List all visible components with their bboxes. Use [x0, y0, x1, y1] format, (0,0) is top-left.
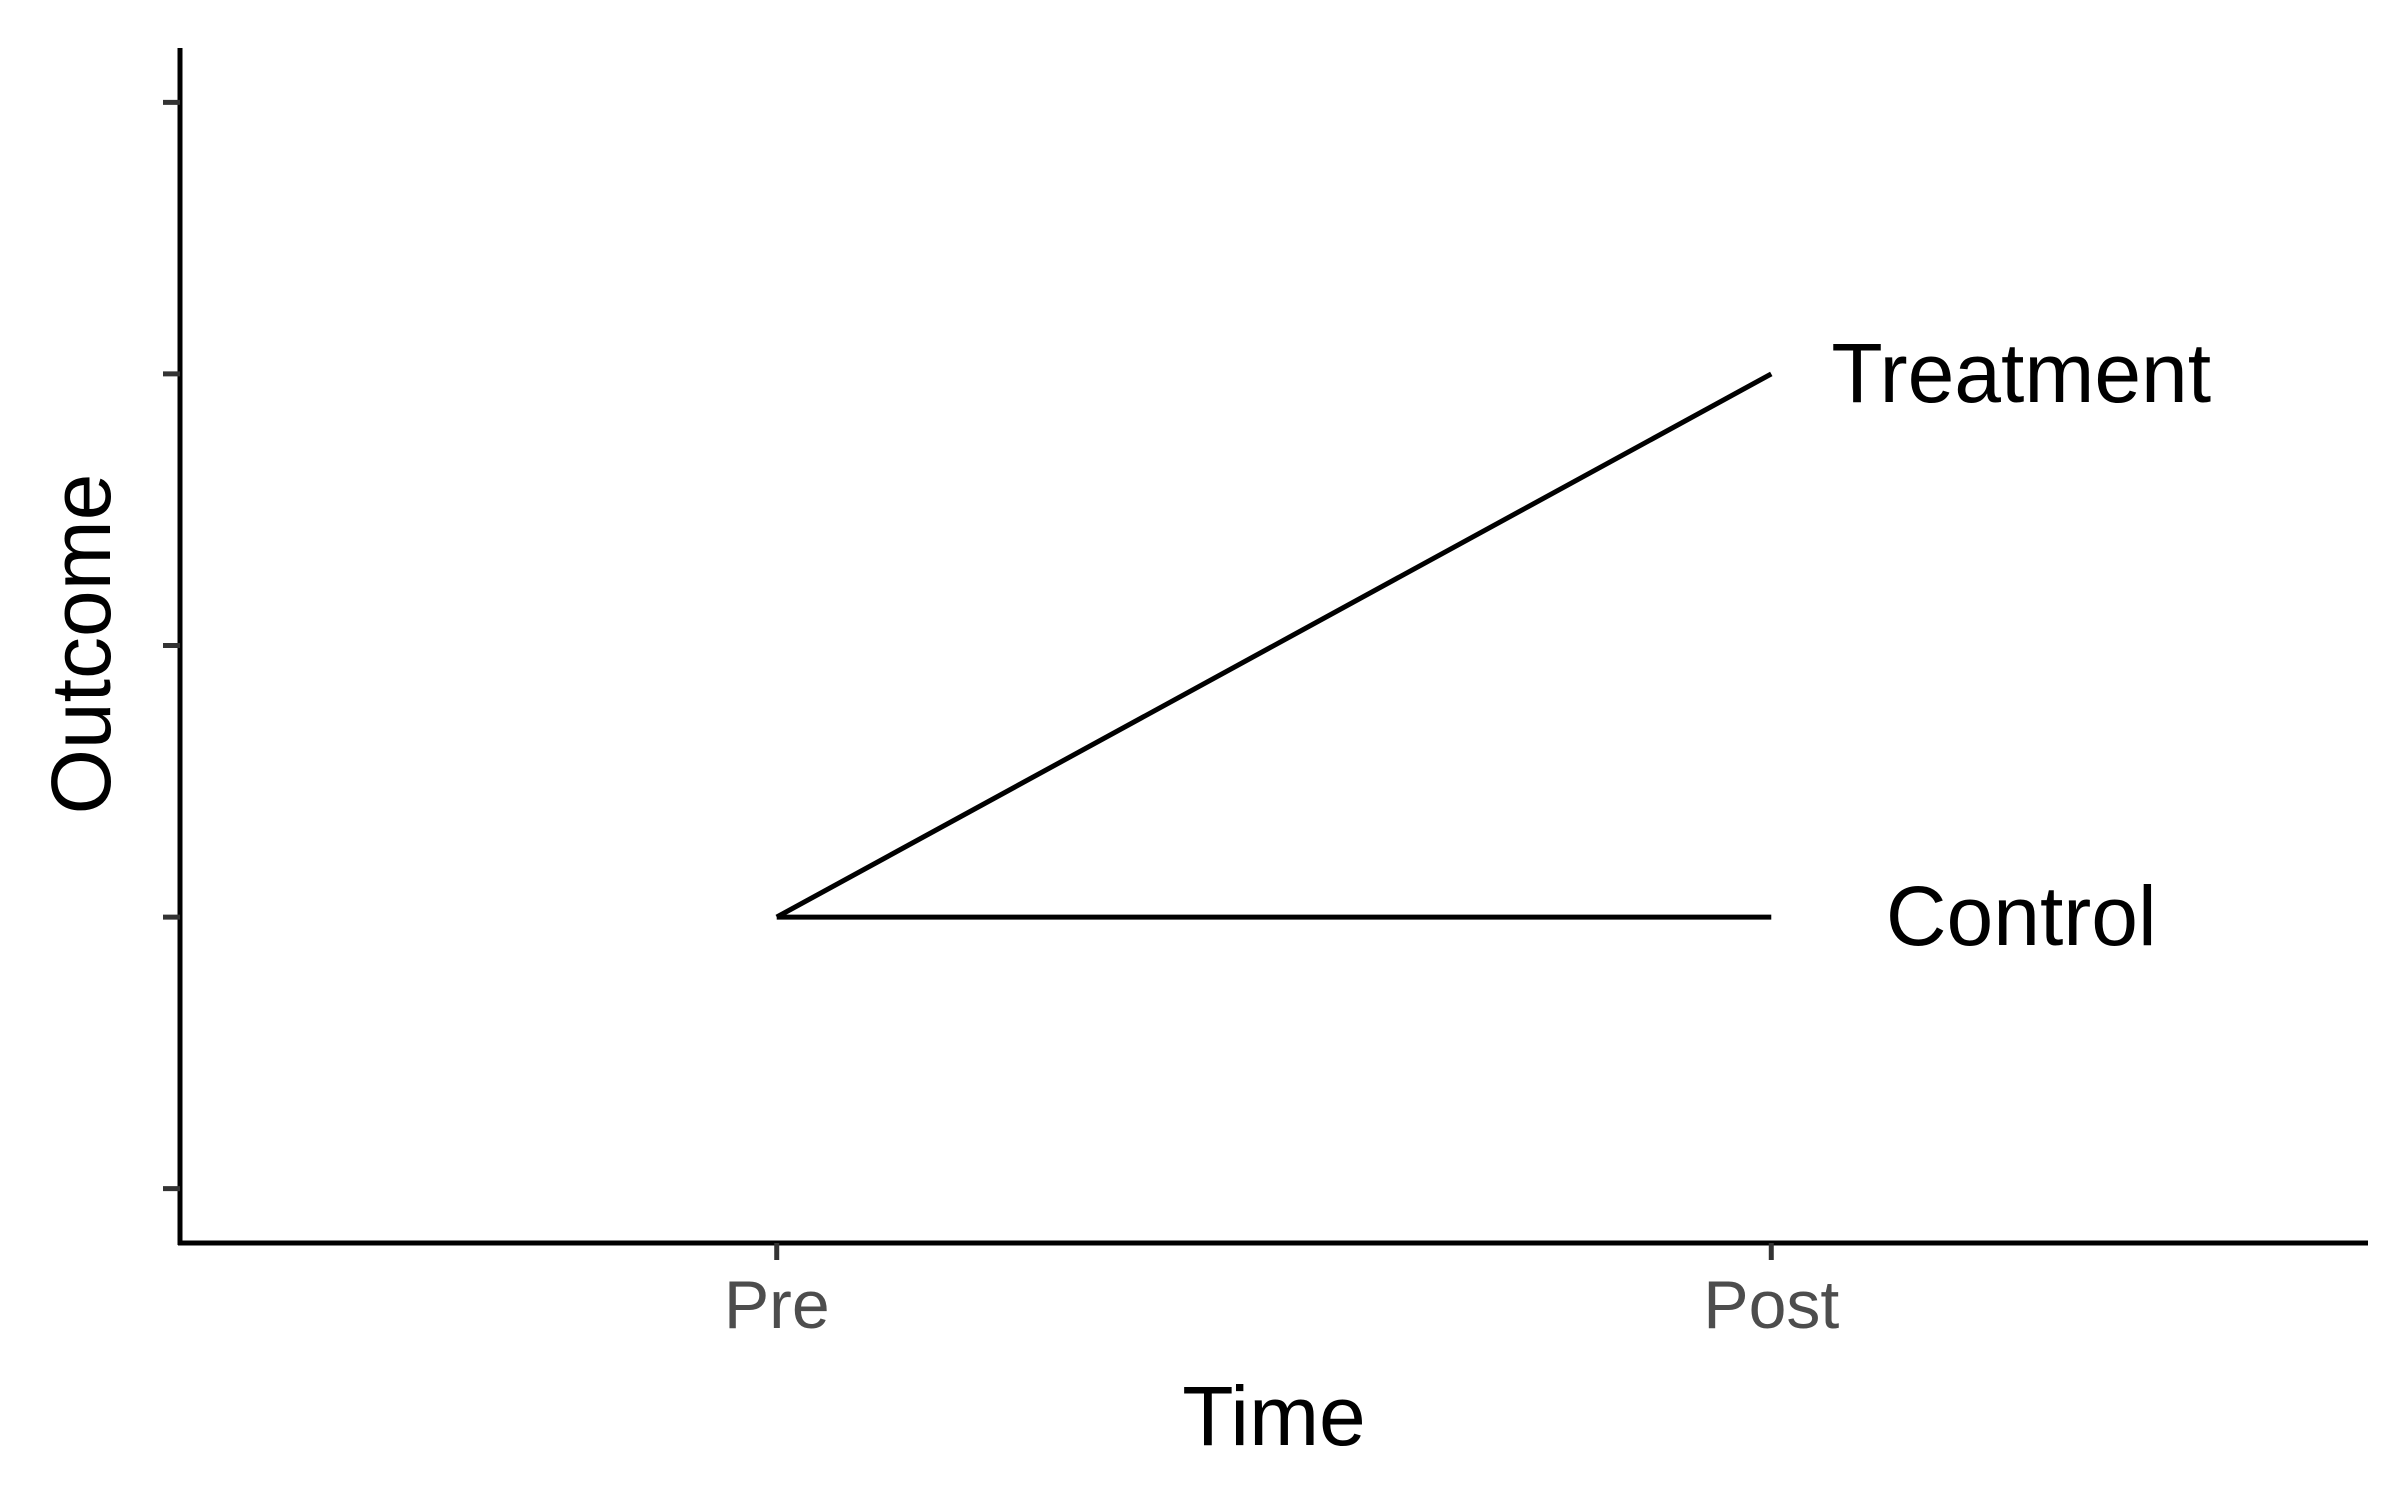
x-tick-label-post: Post — [1703, 1267, 1839, 1343]
series-label-control: Control — [1886, 869, 2157, 963]
x-tick-label-pre: Pre — [724, 1267, 830, 1343]
x-axis-title: Time — [1182, 1369, 1366, 1463]
series-layer: Treatment Control — [775, 326, 2211, 963]
series-label-treatment: Treatment — [1831, 326, 2211, 420]
x-axis: Pre Post — [178, 1240, 2368, 1343]
y-axis — [163, 48, 183, 1245]
y-axis-title: Outcome — [34, 474, 128, 815]
y-ticks — [163, 99, 180, 1192]
x-ticks: Pre Post — [724, 1243, 1839, 1343]
series-line-treatment — [775, 371, 1773, 920]
